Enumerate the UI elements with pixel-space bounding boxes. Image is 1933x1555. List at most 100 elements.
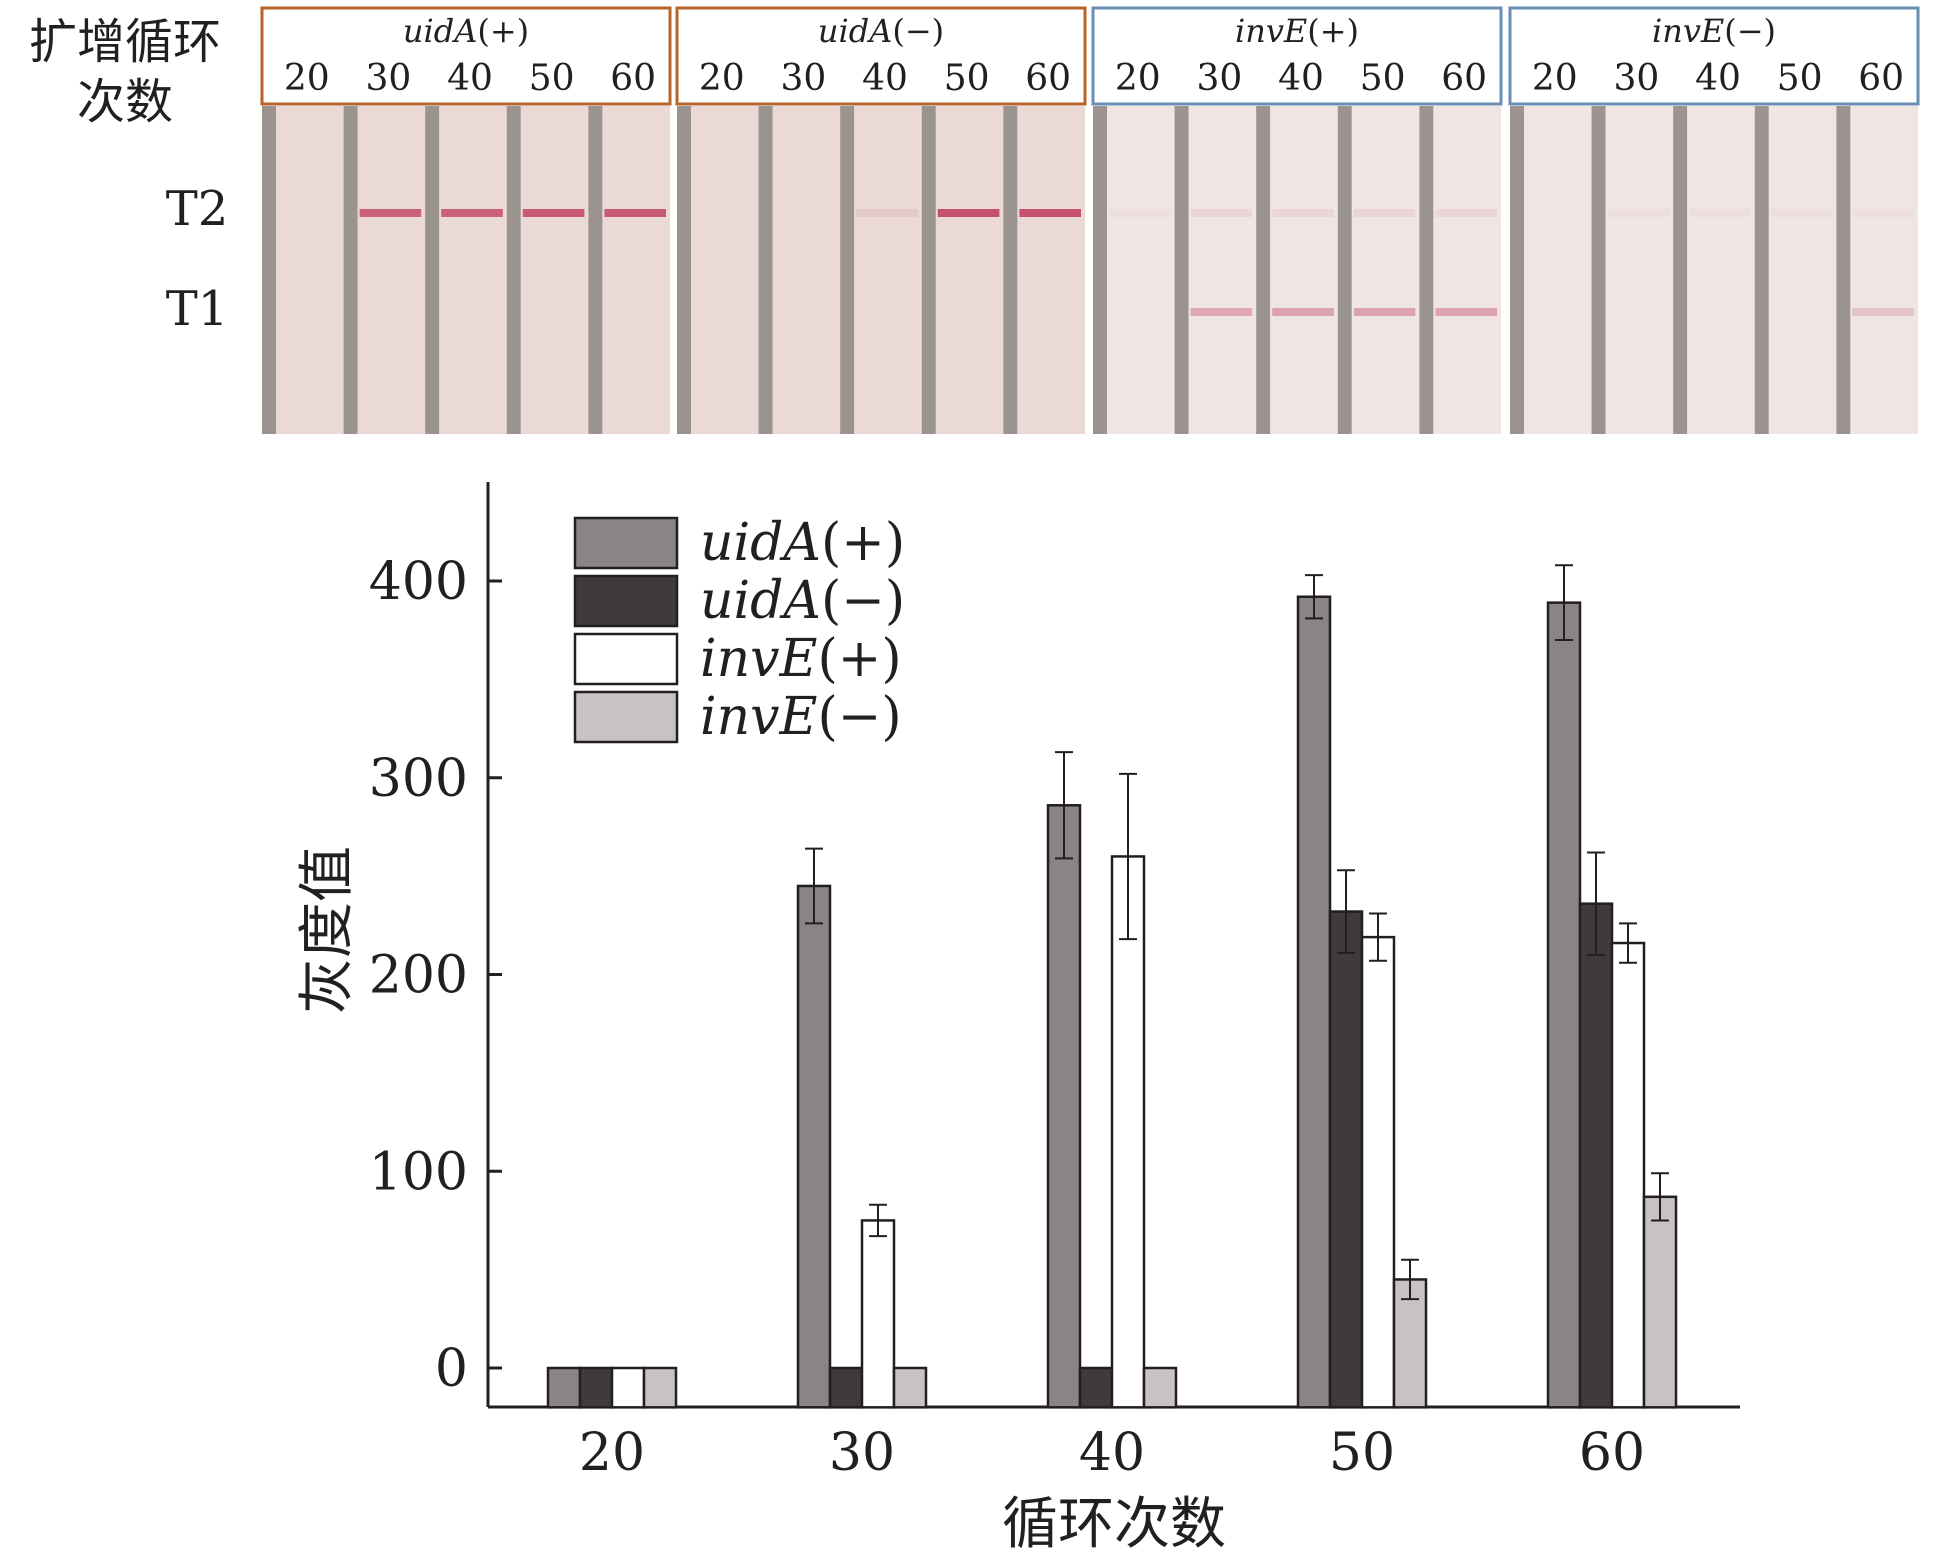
- legend-swatch: [573, 516, 679, 570]
- strip-lane: [439, 106, 507, 434]
- strip-lane-label: 60: [610, 58, 656, 99]
- strip-lane: [1605, 106, 1674, 434]
- strip-lane: [772, 106, 841, 434]
- x-tick-label: 50: [1329, 1423, 1395, 1483]
- strip-lane-label: 30: [365, 58, 411, 99]
- strip-lane-label: 30: [1613, 58, 1659, 99]
- strip-t2-band: [1353, 209, 1416, 217]
- strip-t1-band: [1353, 308, 1416, 316]
- series-4-bar: [642, 1366, 678, 1409]
- strip-divider: [588, 106, 603, 434]
- series-2-bar: [1078, 1366, 1114, 1409]
- strip-lane: [854, 106, 922, 434]
- strip-group-2-title: uidA(−): [818, 12, 944, 50]
- strip-lane-label: 50: [529, 58, 575, 99]
- strip-divider: [1003, 106, 1018, 434]
- strip-t1-band: [1272, 308, 1334, 316]
- strip-lane: [1017, 106, 1085, 434]
- strip-lane-label: 50: [944, 58, 990, 99]
- x-axis-title: 循环次数: [1002, 1492, 1226, 1555]
- series-2-bar: [1328, 910, 1364, 1409]
- strip-lane-label: 20: [699, 58, 745, 99]
- strip-lane-label: 50: [1360, 58, 1406, 99]
- strip-divider: [1591, 106, 1606, 434]
- strip-divider: [343, 106, 358, 434]
- strip-group-2-title-italic: uidA: [818, 12, 892, 50]
- strip-lane-label: 40: [1695, 58, 1741, 99]
- strip-group-4-title: invE(−): [1652, 12, 1776, 50]
- series-3-bar: [1610, 941, 1646, 1409]
- strip-group-1-title-suffix: (+): [477, 12, 529, 50]
- legend-label-suffix: (−): [817, 687, 901, 747]
- strip-divider: [840, 106, 855, 434]
- strip-lane-label: 40: [447, 58, 493, 99]
- strip-group-4: invE(−) 20 30 40 50 60: [1508, 6, 1920, 434]
- legend-label-italic: uidA: [700, 571, 821, 631]
- legend-label: uidA(+): [700, 513, 905, 573]
- x-tick-label: 20: [579, 1423, 645, 1483]
- t1-line-label: T1: [166, 281, 229, 337]
- strip-lane: [1687, 106, 1755, 434]
- strip-t2-band: [856, 209, 918, 217]
- strip-lane-label: 60: [1025, 58, 1071, 99]
- legend-label-italic: uidA: [700, 513, 821, 573]
- strip-lane-label: 60: [1441, 58, 1487, 99]
- strip-t1-band: [1435, 308, 1497, 316]
- row-header-line-1: 扩增循环: [29, 14, 221, 70]
- strip-group-2-title-suffix: (−): [892, 12, 944, 50]
- x-tick-label: 60: [1579, 1423, 1645, 1483]
- strip-t2-band: [1689, 209, 1751, 217]
- strip-lane: [1850, 106, 1918, 434]
- legend-label-suffix: (+): [817, 629, 901, 689]
- strip-divider: [1510, 106, 1524, 434]
- strip-t1-band: [1190, 308, 1253, 316]
- strip-lane: [602, 106, 670, 434]
- strip-divider: [1836, 106, 1851, 434]
- legend-swatch: [573, 574, 679, 628]
- strip-t2-band: [1272, 209, 1334, 217]
- y-tick-label: 100: [369, 1142, 468, 1202]
- strip-lane: [691, 106, 759, 434]
- strip-lane-label: 30: [1196, 58, 1242, 99]
- strip-group-1: uidA(+) 20 30 40 50 60: [260, 6, 672, 434]
- strip-lane: [935, 106, 1004, 434]
- legend: uidA(+)uidA(−)invE(+)invE(−): [573, 513, 905, 747]
- strip-group-2: uidA(−) 20 30 40 50 60: [675, 6, 1087, 434]
- series-1-bar: [546, 1366, 582, 1409]
- strip-t2-band: [1852, 209, 1914, 217]
- series-2-bar: [578, 1366, 614, 1409]
- strip-divider: [1337, 106, 1352, 434]
- legend-label-italic: invE: [700, 629, 817, 689]
- strip-divider: [1754, 106, 1769, 434]
- series-3-bar: [610, 1366, 646, 1409]
- x-tick-label: 40: [1079, 1423, 1145, 1483]
- y-tick-label: 200: [369, 946, 468, 1006]
- strip-divider: [1174, 106, 1189, 434]
- strip-group-3-title: invE(+): [1235, 12, 1359, 50]
- strip-t2-band: [1770, 209, 1833, 217]
- strip-t2-band: [937, 209, 1000, 217]
- strip-t2-band: [359, 209, 422, 217]
- series-4-bar: [1142, 1366, 1178, 1409]
- strip-t2-band: [604, 209, 666, 217]
- strip-t2-band: [1109, 209, 1171, 217]
- strip-lane-label: 20: [1532, 58, 1578, 99]
- strip-divider: [1256, 106, 1271, 434]
- strip-t2-band: [1190, 209, 1253, 217]
- strip-group-1-title-italic: uidA: [403, 12, 477, 50]
- strip-lane-label: 20: [1115, 58, 1161, 99]
- strip-t2-band: [1435, 209, 1497, 217]
- legend-label-suffix: (+): [821, 513, 905, 573]
- legend-swatch: [573, 632, 679, 686]
- strip-t2-band: [522, 209, 585, 217]
- strip-lane-label: 30: [780, 58, 826, 99]
- strip-lane-label: 40: [862, 58, 908, 99]
- series-2-bar: [1578, 902, 1614, 1409]
- strip-group-4-label-box: [1508, 6, 1920, 106]
- test-strip-panel: 扩增循环 次数 T2 T1 uidA(+)20 30 40 50 60uidA(−)20…: [29, 6, 1920, 434]
- strip-lane: [276, 106, 344, 434]
- strip-lane: [1433, 106, 1501, 434]
- strip-divider: [758, 106, 773, 434]
